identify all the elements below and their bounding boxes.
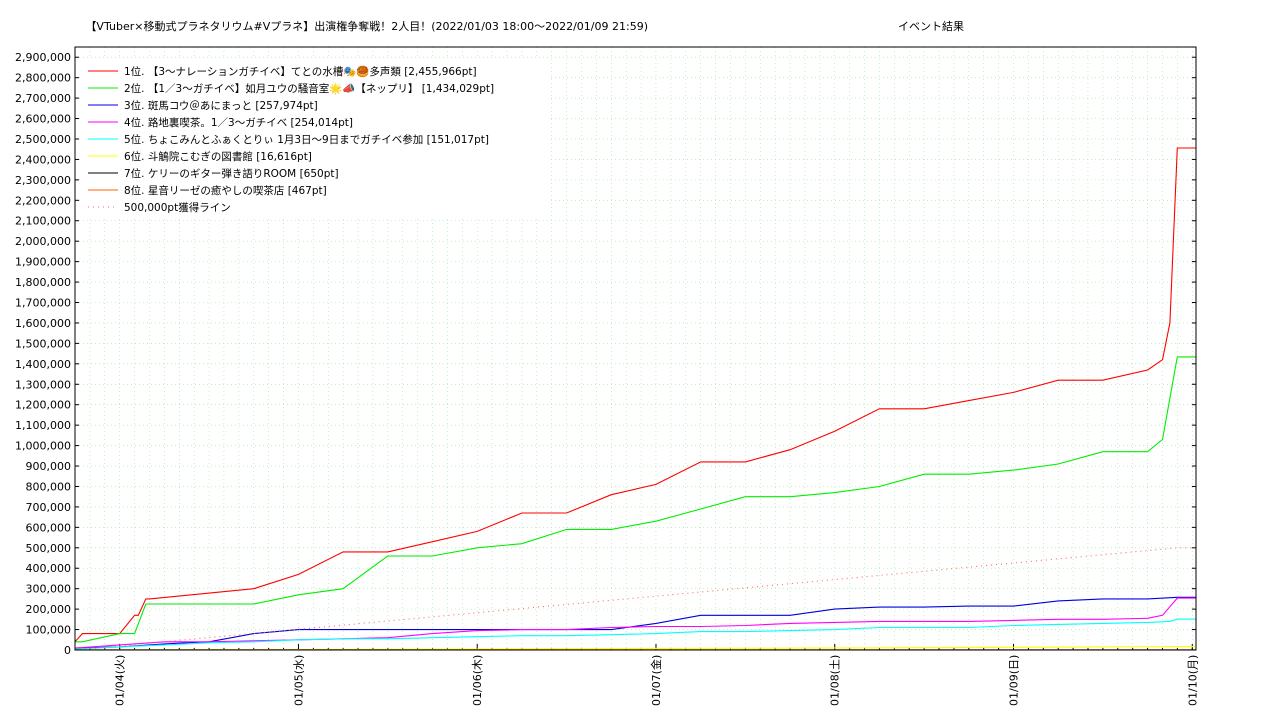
y-tick-label: 1,500,000 <box>15 337 71 350</box>
y-tick-label: 1,100,000 <box>15 419 71 432</box>
y-tick-label: 900,000 <box>26 460 72 473</box>
legend: 1位. 【3～ナレーションガチイベ】てとの水槽🎭🥮多声類 [2,455,966p… <box>80 58 550 218</box>
legend-entry: 3位. 斑馬コウ＠あにまっと [257,974pt] <box>124 99 318 112</box>
legend-entry: 7位. ケリーのギター弾き語りROOM [650pt] <box>124 167 339 180</box>
y-tick-label: 1,600,000 <box>15 317 71 330</box>
series-lines <box>74 147 1196 651</box>
legend-entry: 5位. ちょこみんとふぁくとりぃ 1月3日〜9日までガチイベ参加 [151,01… <box>124 133 489 146</box>
y-tick-label: 2,300,000 <box>15 174 71 187</box>
y-tick-label: 400,000 <box>26 562 72 575</box>
x-tick-label: 01/06(木) <box>471 655 484 706</box>
series-line <box>74 547 1196 651</box>
y-tick-label: 2,100,000 <box>15 215 71 228</box>
y-tick-label: 700,000 <box>26 501 72 514</box>
y-tick-label: 800,000 <box>26 480 72 493</box>
y-tick-label: 2,600,000 <box>15 113 71 126</box>
legend-entry: 4位. 路地裏喫茶。1／3～ガチイベ [254,014pt] <box>124 116 353 129</box>
plot-frame <box>74 46 1197 651</box>
y-tick-label: 1,300,000 <box>15 378 71 391</box>
y-tick-label: 500,000 <box>26 542 72 555</box>
y-axis-ticks: 0 100,000 200,000 300,000 400,000 500,000 600,… <box>15 51 1196 657</box>
y-tick-label: 0 <box>64 644 71 657</box>
y-tick-label: 1,900,000 <box>15 256 71 269</box>
x-tick-label: 01/07(金) <box>649 655 663 706</box>
y-tick-label: 200,000 <box>26 603 72 616</box>
series-line <box>74 147 1196 643</box>
y-tick-label: 300,000 <box>26 583 72 596</box>
legend-background <box>80 58 550 218</box>
y-tick-label: 1,800,000 <box>15 276 71 289</box>
y-tick-label: 600,000 <box>26 521 72 534</box>
y-tick-label: 2,200,000 <box>15 194 71 207</box>
y-tick-label: 2,700,000 <box>15 92 71 105</box>
y-tick-label: 2,500,000 <box>15 133 71 146</box>
legend-entry: 1位. 【3～ナレーションガチイベ】てとの水槽🎭🥮多声類 [2,455,966p… <box>124 65 477 78</box>
y-tick-label: 2,000,000 <box>15 235 71 248</box>
legend-entry: 2位. 【1／3～ガチイベ】如月ユウの騒音室🌟📣【ネップリ】 [1,434,02… <box>124 82 494 95</box>
x-tick-label: 01/10(月) <box>1186 655 1199 706</box>
x-tick-label: 01/08(土) <box>829 655 842 706</box>
x-tick-label: 01/05(水) <box>292 655 305 706</box>
series-line <box>74 597 1196 649</box>
series-line <box>74 596 1196 649</box>
y-tick-label: 2,800,000 <box>15 72 71 85</box>
legend-entry: 500,000pt獲得ライン <box>124 201 231 214</box>
y-tick-label: 100,000 <box>26 624 72 637</box>
x-tick-label: 01/04(火) <box>114 655 127 706</box>
series-line <box>74 618 1196 650</box>
y-tick-label: 1,700,000 <box>15 297 71 310</box>
chart-subtitle: イベント結果 <box>898 19 964 33</box>
y-tick-label: 2,400,000 <box>15 153 71 166</box>
chart-title: 【VTuber×移動式プラネタリウム#Vプラネ】出演権争奪戦！2人目！(2022… <box>85 19 648 33</box>
x-axis-ticks: 01/04(火) 01/05(水) 01/06(木) 01/07(金) 01/08(土)… <box>89 644 1199 706</box>
y-tick-label: 2,900,000 <box>15 51 71 64</box>
series-line <box>75 356 1196 643</box>
legend-entry: 8位. 星音リーゼの癒やしの喫茶店 [467pt] <box>124 184 327 197</box>
y-tick-label: 1,200,000 <box>15 399 71 412</box>
x-tick-label: 01/09(日) <box>1008 655 1021 706</box>
y-tick-label: 1,000,000 <box>15 440 71 453</box>
legend-entry: 6位. 斗鵤院こむぎの図書館 [16,616pt] <box>124 150 312 163</box>
y-tick-label: 1,400,000 <box>15 358 71 371</box>
